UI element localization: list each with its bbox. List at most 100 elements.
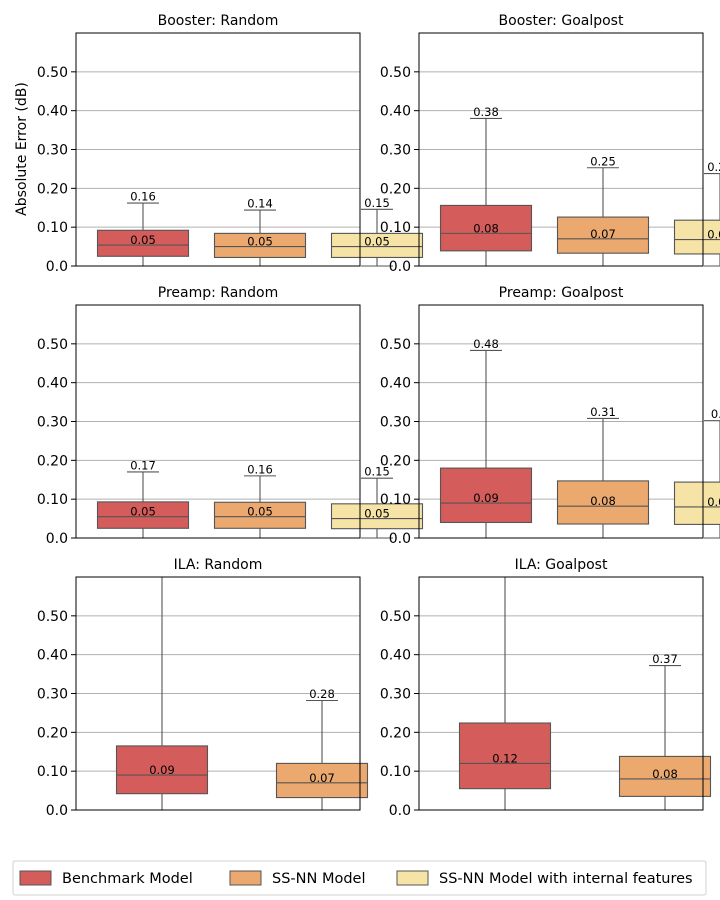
panel-1: 0.08 0.38 0.07 0.25 0.07 0.24 0.0 0.10 0.20 0.30 0… [380, 13, 720, 275]
y-tick-label: 0.50 [37, 337, 68, 353]
box-body [213, 501, 307, 529]
box-body [213, 232, 307, 259]
box-0: 0.09 [115, 577, 209, 811]
panel-5: 0.12 0.08 0.37 0.0 0.10 0.20 0.30 0.40 0.50 ILA: … [380, 557, 712, 819]
panel-title: Preamp: Goalpost [499, 285, 624, 301]
median-label: 0.08 [590, 494, 616, 508]
box-body [556, 480, 650, 525]
y-tick-label: 0.10 [37, 492, 68, 508]
whisker-label: 0.15 [364, 465, 390, 479]
median-label: 0.08 [473, 221, 499, 235]
y-tick-label: 0.20 [380, 725, 411, 741]
median-label: 0.07 [707, 228, 720, 242]
legend-label: SS-NN Model [272, 871, 365, 887]
median-label: 0.05 [247, 235, 273, 249]
legend-swatch [19, 870, 52, 886]
median-label: 0.05 [130, 505, 156, 519]
y-tick-label: 0.50 [380, 609, 411, 625]
median-label: 0.05 [364, 235, 390, 249]
box-1: 0.08 0.31 [556, 405, 650, 539]
box-body [673, 481, 720, 525]
median-label: 0.07 [309, 771, 335, 785]
legend: Benchmark Model SS-NN Model SS-NN Model wi… [12, 860, 707, 896]
y-tick-label: 0.0 [46, 531, 68, 547]
whisker-label: 0.37 [652, 652, 678, 666]
y-tick-label: 0.40 [37, 376, 68, 392]
median-label: 0.09 [473, 491, 499, 505]
box-0: 0.09 0.48 [439, 337, 533, 539]
y-tick-label: 0.20 [37, 453, 68, 469]
whisker-label: 0.31 [590, 405, 616, 419]
y-tick-label: 0.10 [380, 492, 411, 508]
y-tick-label: 0.40 [380, 104, 411, 120]
box-body [275, 762, 369, 799]
y-tick-label: 0.0 [389, 803, 411, 819]
panel-title: Booster: Random [158, 13, 279, 29]
legend-swatch [396, 870, 429, 886]
median-label: 0.05 [130, 233, 156, 247]
whisker-label: 0.38 [473, 105, 499, 119]
box-body [556, 216, 650, 254]
box-body [115, 745, 209, 795]
y-tick-label: 0.10 [37, 220, 68, 236]
panel-2: 0.05 0.17 0.05 0.16 0.05 0.15 0.0 0.10 0.20 0.30 0… [37, 285, 424, 547]
y-tick-label: 0.30 [37, 415, 68, 431]
median-label: 0.08 [707, 495, 720, 509]
y-tick-label: 0.40 [37, 104, 68, 120]
y-tick-label: 0.0 [46, 803, 68, 819]
box-2: 0.08 0.3 [673, 407, 720, 539]
box-body [618, 755, 712, 797]
y-tick-label: 0.40 [37, 648, 68, 664]
whisker-label: 0.15 [364, 196, 390, 210]
panel-title: ILA: Goalpost [515, 557, 608, 573]
whisker-label: 0.16 [130, 190, 156, 204]
y-tick-label: 0.20 [37, 181, 68, 197]
box-1: 0.08 0.37 [618, 652, 712, 811]
y-tick-label: 0.0 [46, 259, 68, 275]
whisker-label: 0.24 [707, 160, 720, 174]
box-body [439, 204, 533, 252]
box-body [330, 232, 424, 259]
box-2: 0.05 0.15 [330, 465, 424, 539]
y-tick-label: 0.30 [380, 687, 411, 703]
median-label: 0.12 [492, 751, 518, 765]
y-axis-title: Absolute Error (dB) [14, 82, 30, 216]
legend-label: SS-NN Model with internal features [439, 871, 693, 887]
box-1: 0.05 0.14 [213, 197, 307, 267]
box-1: 0.07 0.28 [275, 687, 369, 811]
panel-title: Preamp: Random [158, 285, 279, 301]
median-label: 0.05 [364, 507, 390, 521]
y-tick-label: 0.30 [380, 143, 411, 159]
box-1: 0.05 0.16 [213, 462, 307, 539]
whisker-label: 0.3 [711, 407, 720, 421]
y-tick-label: 0.50 [380, 65, 411, 81]
legend-frame [12, 860, 707, 896]
y-tick-label: 0.30 [37, 687, 68, 703]
y-tick-label: 0.20 [380, 181, 411, 197]
box-0: 0.08 0.38 [439, 105, 533, 267]
y-tick-label: 0.30 [37, 143, 68, 159]
y-tick-label: 0.50 [37, 65, 68, 81]
panel-3: 0.09 0.48 0.08 0.31 0.08 0.3 0.0 0.10 0.20 0.30 0.… [380, 285, 720, 547]
y-tick-label: 0.0 [389, 531, 411, 547]
median-label: 0.05 [247, 505, 273, 519]
y-tick-label: 0.0 [389, 259, 411, 275]
box-1: 0.07 0.25 [556, 154, 650, 267]
box-2: 0.05 0.15 [330, 196, 424, 267]
whisker-label: 0.16 [247, 462, 273, 476]
box-body [96, 229, 190, 257]
y-tick-label: 0.10 [380, 764, 411, 780]
box-body [439, 467, 533, 524]
box-body [458, 722, 552, 790]
whisker-label: 0.28 [309, 687, 335, 701]
legend-label: Benchmark Model [62, 871, 193, 887]
y-tick-label: 0.40 [380, 648, 411, 664]
box-body [673, 219, 720, 255]
y-tick-label: 0.30 [380, 415, 411, 431]
y-tick-label: 0.10 [380, 220, 411, 236]
panel-0: 0.05 0.16 0.05 0.14 0.05 0.15 0.0 0.10 0.20 0.30 0… [37, 13, 424, 275]
y-tick-label: 0.10 [37, 764, 68, 780]
y-tick-label: 0.50 [380, 337, 411, 353]
y-tick-label: 0.20 [380, 453, 411, 469]
